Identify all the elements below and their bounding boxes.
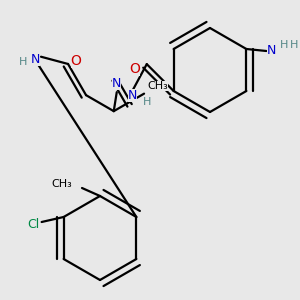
- Text: O: O: [129, 62, 140, 76]
- Text: CH₃: CH₃: [51, 179, 72, 189]
- Text: H: H: [280, 40, 289, 50]
- Text: N: N: [112, 76, 122, 90]
- Text: N: N: [267, 44, 276, 58]
- Text: H: H: [19, 57, 27, 67]
- Text: O: O: [70, 54, 82, 68]
- Text: CH₃: CH₃: [147, 81, 168, 91]
- Text: Cl: Cl: [28, 218, 40, 230]
- Text: H: H: [142, 97, 151, 107]
- Text: H: H: [290, 40, 298, 50]
- Text: N: N: [30, 53, 40, 66]
- Text: N: N: [128, 88, 137, 102]
